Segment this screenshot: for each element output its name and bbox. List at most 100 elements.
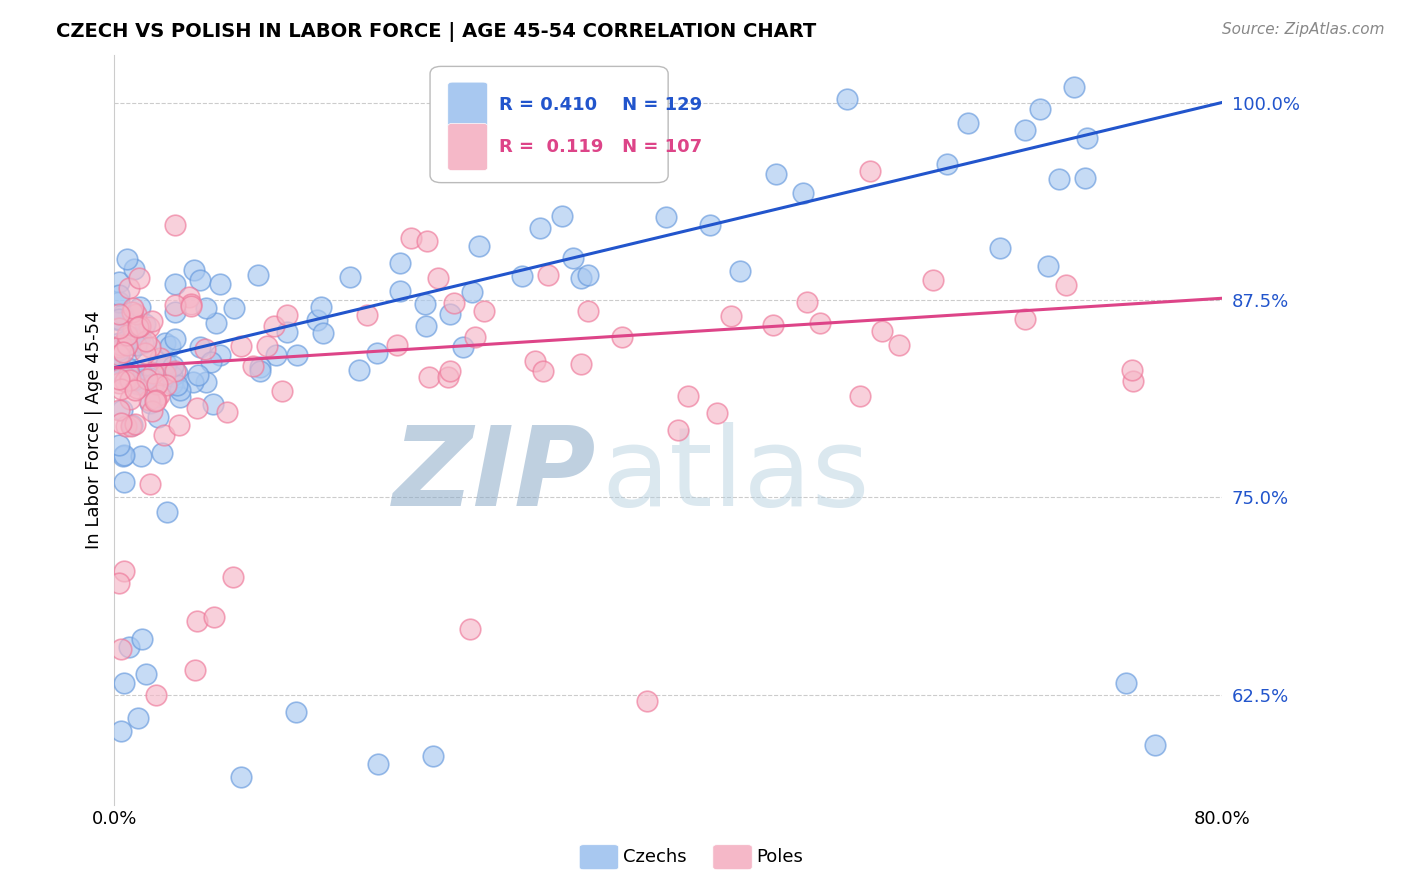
Point: [143, 393, 166, 408]
Point: [1036, 260, 1059, 274]
Point: [165, 219, 187, 233]
Point: [139, 476, 162, 491]
Point: [107, 376, 129, 391]
Point: [1115, 676, 1137, 690]
Point: [110, 724, 132, 739]
Point: [160, 377, 183, 392]
Point: [125, 332, 148, 346]
Point: [135, 667, 157, 681]
Point: [112, 564, 135, 578]
Point: [510, 269, 533, 284]
Point: [110, 382, 132, 396]
Text: atlas: atlas: [602, 422, 870, 529]
Point: [107, 307, 129, 321]
FancyBboxPatch shape: [447, 82, 488, 129]
Point: [167, 418, 190, 433]
Point: [114, 419, 136, 434]
Point: [107, 336, 129, 351]
Y-axis label: In Labor Force | Age 45-54: In Labor Force | Age 45-54: [86, 310, 103, 549]
Text: ZIP: ZIP: [392, 422, 596, 529]
Point: [114, 475, 136, 489]
Point: [120, 418, 142, 433]
Point: [118, 280, 141, 294]
Point: [112, 367, 135, 381]
Point: [458, 622, 481, 636]
Point: [135, 334, 157, 348]
Point: [179, 290, 201, 304]
Point: [472, 304, 495, 318]
Point: [242, 359, 264, 374]
Point: [117, 327, 139, 342]
Point: [145, 377, 167, 392]
Point: [165, 333, 187, 347]
Point: [551, 209, 574, 223]
Point: [139, 371, 162, 385]
Point: [118, 367, 141, 381]
Point: [107, 576, 129, 591]
Point: [529, 221, 551, 235]
Point: [107, 438, 129, 452]
Point: [183, 263, 205, 277]
Point: [936, 157, 959, 171]
Point: [117, 338, 139, 352]
Point: [720, 310, 742, 324]
Point: [1047, 171, 1070, 186]
Point: [247, 268, 270, 283]
Point: [153, 428, 176, 442]
Point: [110, 338, 132, 352]
Point: [307, 313, 329, 327]
Point: [1014, 312, 1036, 326]
Point: [284, 705, 307, 719]
Point: [162, 359, 184, 373]
Point: [309, 300, 332, 314]
Point: [416, 234, 439, 248]
Point: [464, 329, 486, 343]
Point: [194, 301, 217, 315]
Point: [187, 368, 209, 382]
Point: [117, 360, 139, 375]
Point: [125, 338, 148, 352]
Point: [523, 354, 546, 368]
Point: [107, 402, 129, 417]
Point: [159, 339, 181, 353]
Point: [118, 640, 141, 655]
Point: [155, 378, 177, 392]
Point: [132, 378, 155, 392]
Point: [107, 346, 129, 360]
Point: [399, 230, 422, 244]
Point: [576, 268, 599, 282]
Point: [870, 324, 893, 338]
Point: [166, 378, 188, 392]
Point: [678, 389, 700, 403]
Point: [276, 325, 298, 339]
Point: [132, 335, 155, 350]
Point: [107, 355, 129, 369]
Point: [194, 375, 217, 389]
Point: [180, 297, 202, 311]
Point: [114, 375, 136, 389]
Point: [145, 689, 167, 703]
Point: [188, 340, 211, 354]
Point: [285, 348, 308, 362]
Point: [264, 348, 287, 362]
Point: [120, 392, 142, 407]
Point: [107, 312, 129, 326]
Point: [389, 284, 412, 298]
Point: [1029, 102, 1052, 116]
Point: [415, 318, 437, 333]
Point: [166, 367, 188, 381]
Point: [120, 343, 142, 357]
Point: [127, 711, 149, 725]
Point: [142, 377, 165, 392]
Point: [188, 273, 211, 287]
Point: [1074, 171, 1097, 186]
Point: [569, 357, 592, 371]
Point: [180, 299, 202, 313]
Point: [387, 338, 409, 352]
Point: [134, 346, 156, 360]
Point: [311, 326, 333, 341]
Point: [443, 295, 465, 310]
Point: [418, 369, 440, 384]
Point: [153, 367, 176, 381]
Point: [148, 387, 170, 401]
